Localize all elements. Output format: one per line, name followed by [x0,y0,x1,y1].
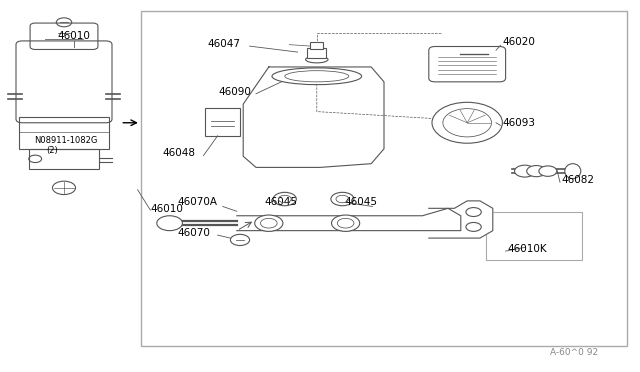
Circle shape [255,215,283,231]
Circle shape [443,109,492,137]
Text: 46048: 46048 [162,148,195,158]
Bar [205,108,240,136]
Text: (2): (2) [46,145,58,154]
Circle shape [230,234,250,246]
Text: 46010K: 46010K [508,244,547,254]
Ellipse shape [564,164,581,179]
Text: 46010: 46010 [57,31,90,41]
Text: 46020: 46020 [502,36,535,46]
Bar [19,117,109,149]
Circle shape [273,192,296,206]
Polygon shape [429,201,493,238]
Circle shape [331,192,354,206]
Text: 46093: 46093 [502,118,536,128]
Bar [29,149,99,169]
Circle shape [515,165,535,177]
Text: 46047: 46047 [207,38,240,48]
Circle shape [157,216,182,231]
Circle shape [432,102,502,143]
Ellipse shape [272,68,362,85]
FancyBboxPatch shape [429,46,506,82]
Bar [310,42,323,49]
Bar [307,48,326,58]
Text: N08911-1082G: N08911-1082G [35,136,98,145]
Circle shape [332,215,360,231]
Text: 46070A: 46070A [178,197,218,207]
Text: 46045: 46045 [264,197,298,207]
Polygon shape [237,208,461,231]
Text: 46045: 46045 [344,197,378,207]
Text: 46070: 46070 [177,228,210,238]
Text: 46090: 46090 [219,87,252,97]
Text: A-60^0 92: A-60^0 92 [550,348,598,357]
Ellipse shape [306,56,328,63]
Polygon shape [243,67,384,167]
Text: 46082: 46082 [561,175,595,185]
Circle shape [527,166,546,177]
Bar [141,11,627,346]
Text: 46010: 46010 [150,204,183,214]
Circle shape [539,166,557,176]
Bar [486,212,582,260]
